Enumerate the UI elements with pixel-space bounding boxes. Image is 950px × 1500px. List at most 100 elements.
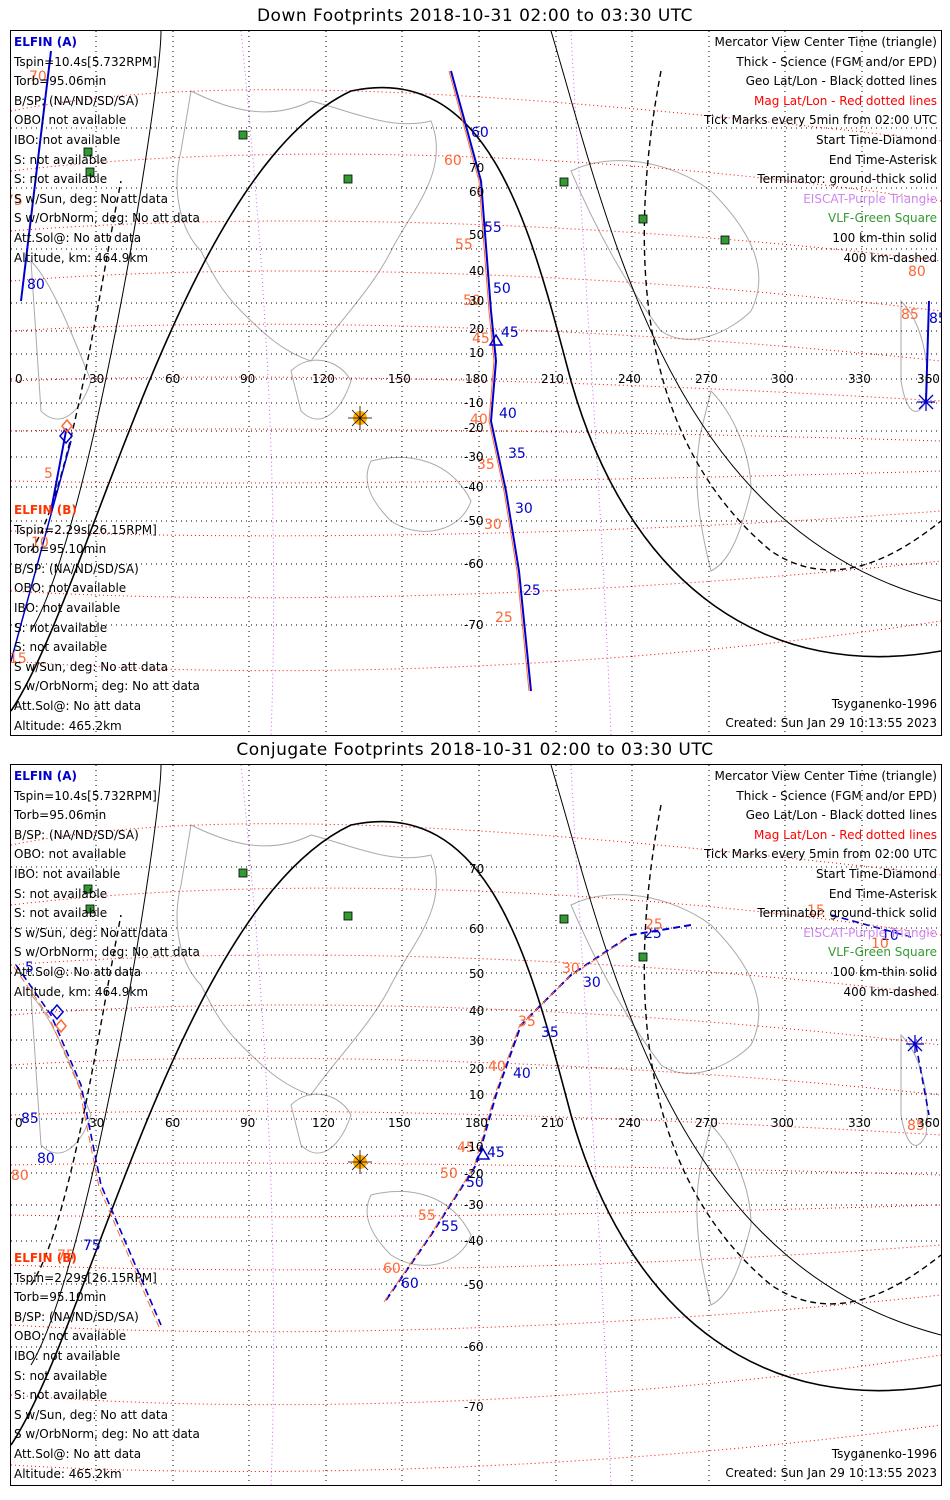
- track-b-tick-labels: 15 10 25 30 35 40 45 50 55 60 80 85 75: [11, 903, 925, 1277]
- svg-text:35: 35: [518, 1014, 536, 1030]
- sat-a-line: IBO: not available: [14, 132, 121, 147]
- sat-b-line: Torb=95.10min: [14, 1290, 107, 1305]
- svg-text:30: 30: [583, 975, 601, 991]
- svg-text:80: 80: [37, 1151, 55, 1167]
- sat-b-line: Tspin=2.29s[26.15RPM]: [14, 522, 157, 537]
- svg-text:70: 70: [29, 69, 47, 85]
- svg-text:10: 10: [881, 928, 899, 944]
- vlf-stations: [83, 868, 648, 962]
- sat-a-line: S: not available: [14, 886, 108, 901]
- svg-text:40: 40: [470, 412, 488, 428]
- sat-a-line: Att.Sol@: No att data: [14, 964, 142, 979]
- sat-b-line: Torb=95.10min: [14, 542, 107, 557]
- legend-item: End Time-Asterisk: [828, 152, 937, 167]
- sat-a-line: S: not available: [14, 152, 108, 167]
- start-diamond-a: [59, 427, 73, 445]
- svg-text:10: 10: [469, 1088, 484, 1102]
- sat-a-name: ELFIN (A): [14, 35, 77, 49]
- svg-text:150: 150: [388, 372, 411, 386]
- eiscat-lines: [240, 31, 612, 735]
- sat-a-line: OBO: not available: [14, 113, 127, 128]
- legend-item: Mag Lat/Lon - Red dotted lines: [753, 93, 937, 108]
- sat-a-info: ELFIN (A) Tspin=10.4s[5.732RPM] Torb=95.…: [14, 33, 200, 268]
- svg-text:45: 45: [457, 1140, 475, 1156]
- svg-text:60: 60: [401, 1276, 419, 1292]
- legend: Mercator View Center Time (triangle) Thi…: [704, 33, 937, 268]
- svg-text:75: 75: [11, 193, 23, 209]
- track-a-tick-labels: 60 55 50 45 40 35 30 25 80 85: [27, 125, 941, 599]
- sat-a-line: Tspin=10.4s[5.732RPM]: [14, 788, 157, 803]
- svg-text:5: 5: [25, 960, 34, 976]
- sun-marker: [348, 1150, 372, 1174]
- svg-text:85: 85: [907, 1118, 925, 1134]
- svg-text:30: 30: [515, 501, 533, 517]
- svg-text:25: 25: [523, 583, 541, 599]
- model-name: Tsyganenko-1996: [831, 1447, 937, 1461]
- svg-text:50: 50: [469, 228, 484, 242]
- svg-text:35: 35: [541, 1025, 559, 1041]
- svg-text:30: 30: [484, 517, 502, 533]
- svg-text:-60: -60: [464, 1340, 484, 1354]
- svg-text:60: 60: [165, 372, 180, 386]
- track-a-main-b: [448, 70, 530, 692]
- svg-text:300: 300: [771, 1116, 794, 1130]
- svg-text:300: 300: [771, 372, 794, 386]
- created-timestamp: Created: Sun Jan 29 10:13:55 2023: [725, 1466, 937, 1480]
- svg-text:-40: -40: [464, 1234, 484, 1248]
- sat-b-line: B/SP: (NA/ND/SD/SA): [14, 1309, 139, 1324]
- legend-item: EISCAT-Purple Triangle: [803, 925, 937, 940]
- sat-a-line: Altitude, km: 464.9km: [14, 984, 149, 999]
- sat-b-line: S: not available: [14, 1388, 108, 1403]
- svg-text:15: 15: [807, 903, 825, 919]
- vlf-stations: [83, 130, 730, 245]
- sat-b-line: S: not available: [14, 620, 108, 635]
- start-diamond-b: [61, 418, 73, 434]
- sat-a-line: Altitude, km: 464.9km: [14, 250, 149, 265]
- lon-axis-labels: 0 30 60 90 120 150 180 210 240 270 300 3…: [15, 1116, 940, 1130]
- continent-outlines: [30, 824, 928, 1306]
- svg-text:150: 150: [388, 1116, 411, 1130]
- legend-item: Terminator: ground-thick solid: [757, 906, 937, 921]
- geo-grid: [11, 31, 941, 735]
- svg-text:-60: -60: [464, 557, 484, 571]
- track-a-tick-labels: 5 10 25 30 35 40 45 50 55 60 80 85 75: [21, 926, 899, 1292]
- sat-a-name: ELFIN (A): [14, 769, 77, 783]
- legend-item: Tick Marks every 5min from 02:00 UTC: [703, 113, 937, 128]
- sat-a-line: B/SP: (NA/ND/SD/SA): [14, 827, 139, 842]
- svg-text:50: 50: [469, 967, 484, 981]
- sat-b-info: ELFIN (B) Tspin=2.29s[26.15RPM] Torb=95.…: [14, 501, 200, 735]
- svg-text:-20: -20: [464, 1167, 484, 1181]
- svg-text:10: 10: [871, 936, 889, 952]
- svg-text:240: 240: [618, 372, 641, 386]
- svg-text:180: 180: [465, 1116, 488, 1130]
- svg-text:-50: -50: [464, 1278, 484, 1292]
- view-center-triangle: [488, 333, 504, 346]
- map-canvas-down: 60 55 50 45 40 35 30 25 80 85 60 55 50 4…: [11, 31, 941, 735]
- sat-b-line: S w/Sun, deg: No att data: [14, 1407, 168, 1422]
- svg-text:20: 20: [469, 1062, 484, 1076]
- sat-b-line: S w/Sun, deg: No att data: [14, 659, 168, 674]
- legend-item: Geo Lat/Lon - Black dotted lines: [745, 74, 937, 89]
- sat-b-line: Att.Sol@: No att data: [14, 1446, 142, 1461]
- track-a-conj: [385, 924, 692, 1301]
- svg-text:0: 0: [15, 372, 23, 386]
- svg-text:240: 240: [618, 1116, 641, 1130]
- track-b-conj: [383, 936, 630, 1303]
- svg-text:85: 85: [901, 307, 919, 323]
- svg-text:270: 270: [695, 1116, 718, 1130]
- svg-text:120: 120: [312, 372, 335, 386]
- track-a-start: [50, 430, 67, 512]
- svg-text:75: 75: [83, 1238, 101, 1254]
- svg-text:40: 40: [469, 1004, 484, 1018]
- track-b-west-conj: [13, 966, 160, 1328]
- view-center-triangle: [475, 1147, 491, 1160]
- legend-item: Geo Lat/Lon - Black dotted lines: [745, 808, 937, 823]
- svg-text:80: 80: [908, 264, 926, 280]
- panel-2-title: Conjugate Footprints 2018-10-31 02:00 to…: [236, 740, 714, 760]
- mag-grid: [11, 823, 941, 1472]
- sat-b-name: ELFIN (B): [14, 1251, 77, 1265]
- svg-text:60: 60: [165, 1116, 180, 1130]
- svg-text:25: 25: [495, 610, 513, 626]
- legend-item: Start Time-Diamond: [815, 132, 937, 147]
- sat-b-line: S w/OrbNorm, deg: No att data: [14, 679, 200, 694]
